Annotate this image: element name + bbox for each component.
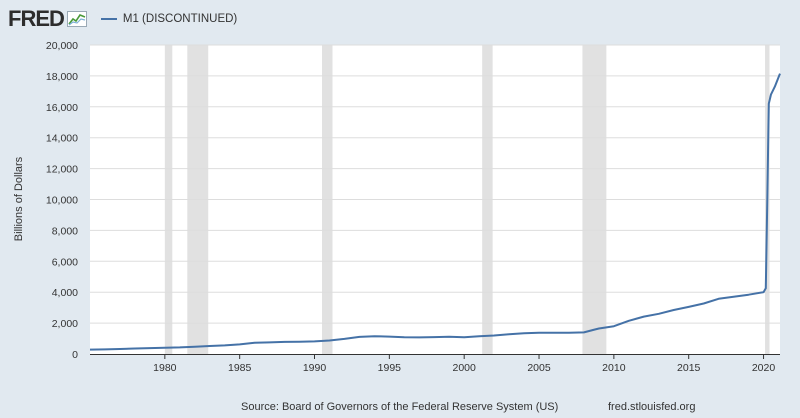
series-line-m1 <box>89 73 781 351</box>
legend-swatch <box>100 18 117 20</box>
grid-lines <box>90 44 780 324</box>
x-tick-label-2015: 2015 <box>677 362 701 374</box>
chart-header: FRED M1 (DISCONTINUED) <box>8 6 237 32</box>
y-tick-label-0: 0 <box>72 349 78 361</box>
source-note: Source: Board of Governors of the Federa… <box>241 401 559 413</box>
y-tick-label-2000: 2,000 <box>52 318 78 330</box>
y-tick-label-16000: 16,000 <box>46 102 78 114</box>
x-tick-label-1990: 1990 <box>303 362 327 374</box>
y-tick-label-20000: 20,000 <box>46 40 78 52</box>
y-tick-label-8000: 8,000 <box>52 225 78 237</box>
y-axis: 0 2,000 4,000 6,000 8,000 10,000 12,000 14,000 1… <box>46 40 78 361</box>
y-tick-label-12000: 12,000 <box>46 164 78 176</box>
x-tick-label-1980: 1980 <box>153 362 177 374</box>
x-axis: 1980 1985 1990 1995 2000 2005 2010 2015 2020 <box>90 354 780 374</box>
legend-label: M1 (DISCONTINUED) <box>122 13 238 25</box>
x-tick-label-2005: 2005 <box>527 362 551 374</box>
y-tick-label-14000: 14,000 <box>46 133 78 145</box>
y-tick-label-6000: 6,000 <box>52 256 78 268</box>
x-tick-label-2020: 2020 <box>752 362 776 374</box>
y-tick-label-4000: 4,000 <box>52 287 78 299</box>
y-axis-label: Billions of Dollars <box>13 156 25 241</box>
y-tick-label-10000: 10,000 <box>46 195 78 207</box>
x-tick-label-2000: 2000 <box>453 362 477 374</box>
fred-chart-icon <box>66 11 87 27</box>
y-tick-label-18000: 18,000 <box>46 71 78 83</box>
source-url[interactable]: fred.stlouisfed.org <box>608 401 696 413</box>
x-tick-label-2010: 2010 <box>602 362 626 374</box>
fred-logo: FRED <box>8 6 65 31</box>
x-tick-label-1985: 1985 <box>228 362 252 374</box>
x-tick-label-1995: 1995 <box>378 362 402 374</box>
